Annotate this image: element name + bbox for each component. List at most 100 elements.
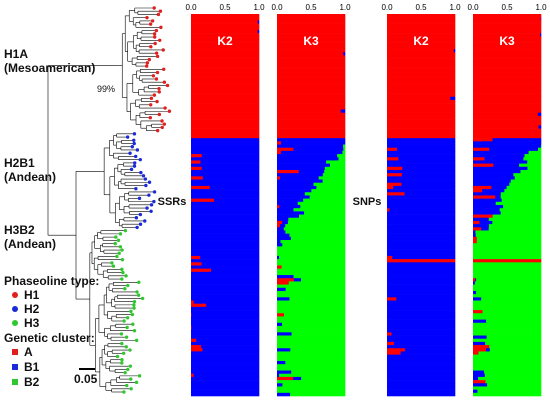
ancestry-bar bbox=[473, 14, 542, 18]
ancestry-bar bbox=[527, 160, 542, 164]
snp-marker-label: SNPs bbox=[353, 196, 382, 208]
ancestry-bar bbox=[191, 392, 260, 397]
ancestry-bar bbox=[277, 103, 346, 107]
ancestry-bar bbox=[193, 373, 260, 378]
ancestry-bar bbox=[277, 383, 283, 387]
ancestry-bar bbox=[277, 77, 346, 82]
ancestry-bar bbox=[277, 84, 346, 88]
ancestry-bar bbox=[277, 287, 286, 292]
ancestry-bar bbox=[478, 351, 542, 355]
ancestry-bar bbox=[282, 383, 346, 387]
ancestry-bar bbox=[387, 17, 456, 21]
ancestry-bar bbox=[387, 205, 456, 209]
tree-tip-b2 bbox=[117, 251, 121, 255]
ancestry-bar bbox=[387, 84, 456, 88]
ancestry-bar bbox=[473, 131, 542, 136]
ancestry-bar bbox=[473, 33, 541, 37]
ancestry-bar bbox=[191, 351, 260, 355]
ancestry-bar bbox=[387, 306, 456, 311]
ancestry-bar bbox=[473, 303, 542, 308]
tree-tip-b2 bbox=[122, 390, 126, 394]
tree-tip-a bbox=[155, 54, 160, 59]
ancestry-bar bbox=[191, 259, 260, 263]
ancestry-bar bbox=[387, 122, 456, 126]
tree-tip-b1 bbox=[125, 135, 130, 139]
tree-tip-a bbox=[160, 119, 164, 123]
k-value-label: K2 bbox=[217, 34, 233, 48]
ancestry-bar bbox=[387, 150, 456, 155]
ancestry-bar bbox=[191, 357, 260, 362]
tree-tip-b2 bbox=[120, 341, 124, 346]
tree-tip-b1 bbox=[130, 145, 134, 149]
ancestry-bar bbox=[486, 319, 542, 324]
ancestry-bar bbox=[201, 345, 260, 349]
ancestry-bar bbox=[387, 198, 456, 203]
ancestry-bar bbox=[473, 249, 542, 254]
ancestry-bar bbox=[473, 150, 529, 155]
tree-tip-b1 bbox=[138, 222, 143, 226]
ancestry-bar bbox=[537, 147, 542, 152]
ancestry-bar bbox=[277, 376, 294, 381]
k-value-label: K3 bbox=[499, 34, 515, 48]
ancestry-bar bbox=[277, 166, 326, 171]
ancestry-bar bbox=[191, 338, 197, 343]
ancestry-bar bbox=[277, 71, 346, 75]
ancestry-bar bbox=[191, 119, 260, 123]
ancestry-bar bbox=[191, 287, 260, 292]
ancestry-bar bbox=[277, 325, 346, 330]
ancestry-bar bbox=[290, 348, 346, 352]
ancestry-bar bbox=[387, 252, 456, 257]
ancestry-bar bbox=[473, 357, 542, 362]
ancestry-bar bbox=[277, 185, 317, 190]
ancestry-bar bbox=[191, 96, 260, 101]
ancestry-bar bbox=[473, 201, 497, 206]
ancestry-bar bbox=[191, 154, 203, 158]
ancestry-bar bbox=[473, 386, 542, 390]
tree-tip-b1 bbox=[132, 141, 136, 146]
tree-tip-a bbox=[162, 122, 167, 126]
ancestry-bar bbox=[210, 268, 260, 273]
ancestry-bar bbox=[387, 87, 456, 91]
tree-tip-b2 bbox=[120, 361, 124, 365]
ancestry-bar bbox=[277, 224, 281, 228]
ancestry-bar bbox=[387, 262, 456, 266]
ancestry-bar bbox=[191, 255, 201, 260]
ancestry-bar bbox=[387, 208, 390, 212]
tree-tip-b2 bbox=[125, 325, 129, 330]
ancestry-bar bbox=[473, 338, 542, 343]
ancestry-bar bbox=[473, 325, 542, 330]
ancestry-bar bbox=[277, 144, 344, 148]
ancestry-bar bbox=[342, 150, 346, 155]
ancestry-bar bbox=[191, 99, 260, 104]
clade-h2b1-group: (Andean) bbox=[4, 170, 56, 184]
ancestry-bar bbox=[473, 348, 487, 352]
ancestry-bar bbox=[277, 195, 310, 199]
ancestry-bar bbox=[387, 33, 456, 37]
ancestry-bar bbox=[387, 103, 456, 107]
ancestry-bar bbox=[288, 281, 346, 285]
bootstrap-value: 99% bbox=[97, 84, 116, 94]
ancestry-bar bbox=[191, 185, 211, 190]
ancestry-bar bbox=[293, 275, 346, 279]
ancestry-bar bbox=[387, 109, 456, 113]
ancestry-bar bbox=[257, 20, 260, 24]
ancestry-bar bbox=[473, 36, 542, 40]
ancestry-bar bbox=[387, 211, 456, 215]
scale-bar-label: 0.05 bbox=[74, 372, 98, 386]
cluster-label-a: A bbox=[24, 345, 33, 359]
ancestry-bar bbox=[387, 300, 456, 304]
ancestry-bar bbox=[473, 268, 542, 273]
ancestry-bar bbox=[484, 373, 542, 378]
tree-tip-b2 bbox=[120, 277, 124, 281]
ancestry-bar bbox=[473, 55, 542, 59]
tree-tip-b2 bbox=[124, 274, 128, 278]
ancestry-bar bbox=[277, 338, 346, 343]
ancestry-bar bbox=[400, 351, 456, 355]
ancestry-bar bbox=[277, 157, 339, 161]
ancestry-bar bbox=[482, 310, 542, 314]
ancestry-bar bbox=[209, 185, 260, 190]
ancestry-bar bbox=[528, 150, 542, 155]
ancestry-bar bbox=[473, 176, 516, 180]
tree-tip-b1 bbox=[147, 193, 151, 197]
ancestry-bar bbox=[387, 249, 456, 254]
